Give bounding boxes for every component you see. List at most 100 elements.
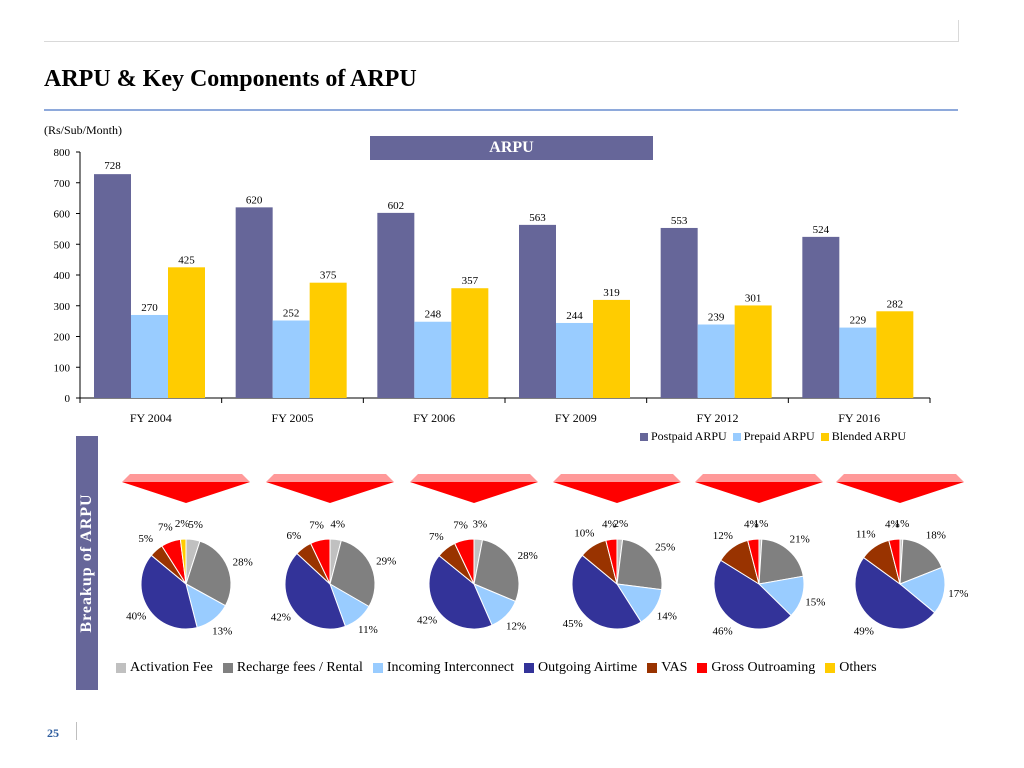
pie-legend: Activation Fee Recharge fees / Rental In… <box>116 660 887 676</box>
pie-slice-recharge-fees-rental <box>899 538 943 585</box>
legend-activation: Activation Fee <box>116 660 213 676</box>
pie-value-label: 7% <box>453 519 468 531</box>
bar-blended-arpu <box>309 282 347 398</box>
bar-legend: Postpaid ARPU Prepaid ARPU Blended ARPU <box>640 429 908 444</box>
pie-value-label: 28% <box>233 557 253 569</box>
bar-prepaid-arpu <box>414 321 452 398</box>
bar-prepaid-arpu <box>272 320 310 398</box>
legend-outroaming: Gross Outroaming <box>697 660 815 676</box>
pie-slice-recharge-fees-rental <box>758 538 804 585</box>
legend-label-blended: Blended ARPU <box>831 429 907 443</box>
legend-label-activation: Activation Fee <box>130 660 213 675</box>
x-tick-label: FY 2005 <box>272 411 314 425</box>
down-arrow-icon <box>410 474 538 503</box>
y-tick-label: 100 <box>54 362 71 374</box>
pie-slice-outgoing-airtime <box>713 559 792 630</box>
y-tick-label: 600 <box>54 209 71 221</box>
down-arrow-icon <box>836 474 964 503</box>
pie-value-label: 17% <box>948 588 968 600</box>
bar-postpaid-arpu <box>235 207 273 398</box>
bar-postpaid-arpu <box>802 236 840 398</box>
pie-value-label: 49% <box>854 626 874 638</box>
arrow-band-light <box>266 474 394 482</box>
bar-blended-arpu <box>168 267 205 398</box>
legend-blended: Blended ARPU <box>820 429 907 444</box>
bar-value-label: 270 <box>141 302 158 314</box>
bar-prepaid-arpu <box>556 322 593 398</box>
pie-value-label: 4% <box>602 518 617 530</box>
pie-value-label: 15% <box>805 597 825 609</box>
bar-postpaid-arpu <box>94 174 131 398</box>
legend-swatch-postpaid <box>640 432 648 441</box>
legend-label-vas: VAS <box>661 660 688 675</box>
pie-value-label: 45% <box>563 618 583 630</box>
y-tick-label: 800 <box>54 147 71 159</box>
legend-label-prepaid: Prepaid ARPU <box>743 429 815 443</box>
pie-value-label: 42% <box>271 612 291 624</box>
pie-slice-outgoing-airtime <box>428 554 493 630</box>
pie-value-label: 46% <box>712 625 732 637</box>
bar-postpaid-arpu <box>660 227 698 398</box>
legend-label-postpaid: Postpaid ARPU <box>651 429 727 443</box>
bar-value-label: 301 <box>745 292 762 304</box>
pie-value-label: 5% <box>188 519 203 531</box>
bar-blended-arpu <box>593 299 630 398</box>
bar-value-label: 229 <box>850 315 867 327</box>
top-rule-tick <box>958 20 959 42</box>
pie-value-label: 12% <box>713 530 733 542</box>
bar-value-label: 553 <box>671 215 688 227</box>
legend-swatch-blended <box>820 432 829 441</box>
bar-value-label: 252 <box>283 308 300 320</box>
legend-swatch-outroaming <box>697 663 708 673</box>
bar-value-label: 239 <box>708 312 725 324</box>
pie-value-label: 7% <box>158 522 173 534</box>
bar-value-label: 357 <box>462 275 479 287</box>
pie-slice-recharge-fees-rental <box>185 540 232 607</box>
arrow-head <box>695 482 823 503</box>
pie-value-label: 11% <box>856 529 876 541</box>
x-tick-label: FY 2012 <box>697 411 739 425</box>
x-tick-label: FY 2009 <box>555 411 597 425</box>
bar-value-label: 319 <box>603 287 620 299</box>
legend-label-outroaming: Gross Outroaming <box>711 660 816 675</box>
y-tick-label: 0 <box>65 393 71 405</box>
bar-value-label: 425 <box>178 254 195 266</box>
pie-value-label: 2% <box>613 518 628 530</box>
title-rule <box>44 109 958 111</box>
down-arrow-icon <box>122 474 250 503</box>
bar-blended-arpu <box>451 288 489 398</box>
bar-value-label: 602 <box>388 200 405 212</box>
pie-value-label: 6% <box>286 530 301 542</box>
pie-slice-others <box>179 538 187 585</box>
pie-slice-recharge-fees-rental <box>473 539 520 603</box>
pie-value-label: 28% <box>518 550 538 562</box>
pie-slice-outgoing-airtime <box>854 556 936 630</box>
y-tick-label: 200 <box>54 332 71 344</box>
arrow-head <box>553 482 681 503</box>
bar-value-label: 248 <box>425 309 442 321</box>
bar-postpaid-arpu <box>377 212 415 398</box>
bar-value-label: 728 <box>104 160 121 172</box>
bar-prepaid-arpu <box>697 324 735 398</box>
y-tick-label: 300 <box>54 301 71 313</box>
x-tick-label: FY 2004 <box>130 411 172 425</box>
legend-swatch-outgoing <box>524 663 535 673</box>
arrow-head <box>266 482 394 503</box>
pie-value-label: 4% <box>744 518 759 530</box>
down-arrow-icon <box>266 474 394 503</box>
bar-postpaid-arpu <box>519 224 556 398</box>
bar-value-label: 620 <box>246 194 263 206</box>
pie-value-label: 10% <box>574 527 594 539</box>
top-rule <box>44 41 958 42</box>
pie-slice-incoming-interconnect <box>899 566 946 614</box>
arrow-head <box>122 482 250 503</box>
legend-swatch-activation <box>116 663 126 673</box>
pie-slice-gross-outroaming <box>888 538 901 585</box>
pie-slice-outgoing-airtime <box>284 552 347 630</box>
pie-value-label: 42% <box>417 615 437 627</box>
legend-label-others: Others <box>839 660 877 675</box>
pie-value-label: 5% <box>138 533 153 545</box>
pie-value-label: 1% <box>895 518 910 530</box>
pie-value-label: 7% <box>309 519 324 531</box>
